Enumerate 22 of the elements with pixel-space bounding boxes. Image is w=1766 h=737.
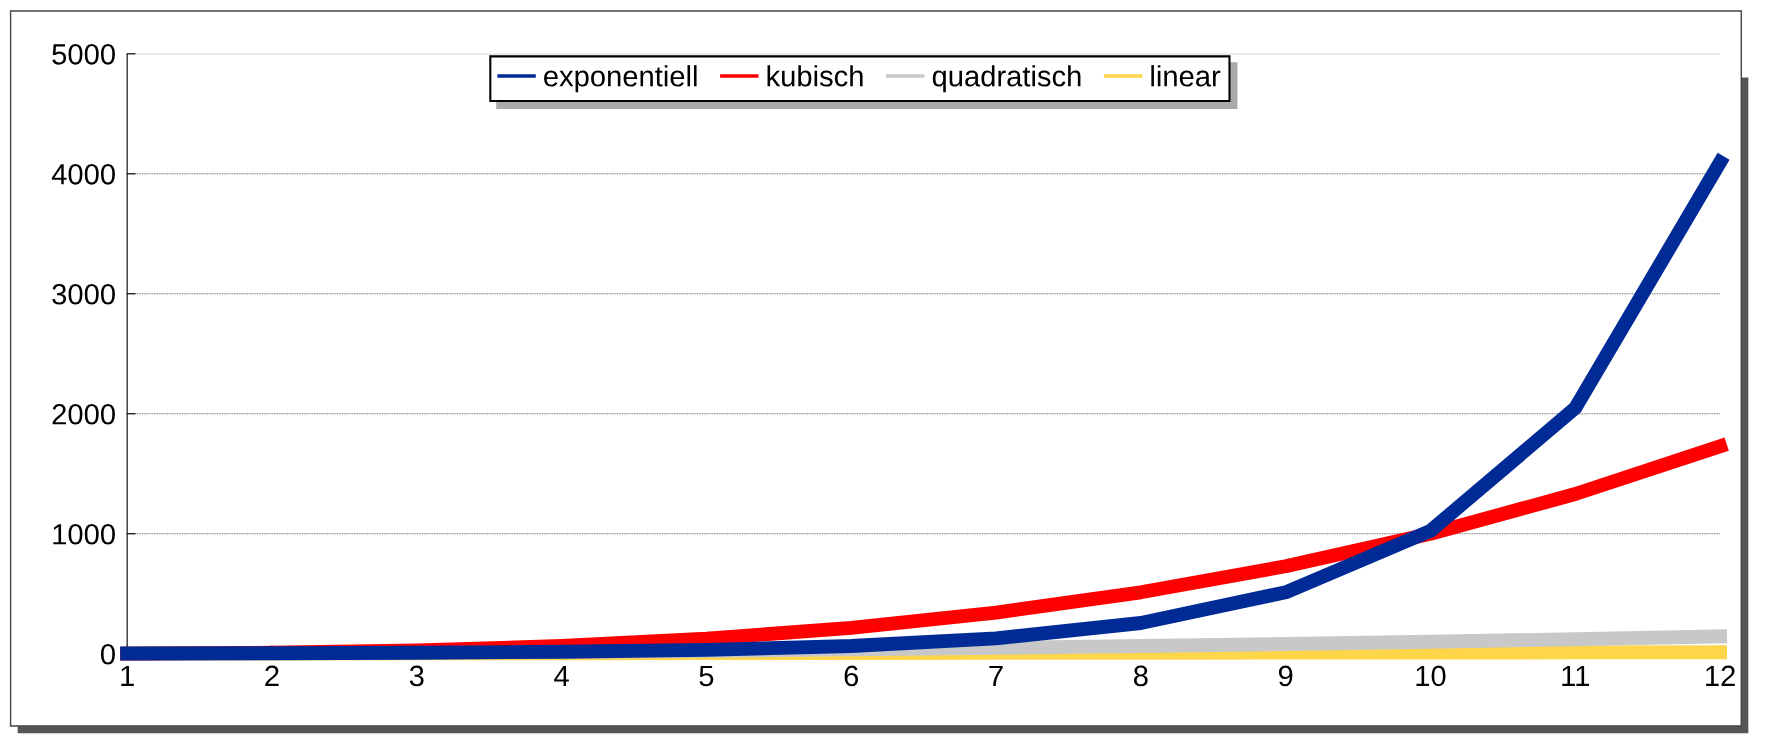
legend-label: kubisch bbox=[767, 65, 863, 87]
x-tick-label: 6 bbox=[844, 665, 859, 687]
y-tick-label: 5000 bbox=[52, 44, 115, 65]
y-tick-label: 4000 bbox=[51, 163, 115, 185]
legend-label: linear bbox=[1151, 65, 1221, 87]
y-tick-label: 2000 bbox=[52, 403, 115, 425]
x-tick-label: 9 bbox=[1278, 665, 1293, 687]
x-tick-label: 2 bbox=[265, 665, 279, 686]
legend-label: quadratisch bbox=[932, 65, 1081, 93]
x-tick-label: 5 bbox=[699, 665, 714, 687]
legend-label: exponentiell bbox=[544, 65, 697, 93]
x-tick-label: 1 bbox=[121, 665, 134, 686]
y-tick-label: 0 bbox=[100, 643, 115, 665]
y-tick-label: 1000 bbox=[53, 523, 115, 545]
x-tick-label: 7 bbox=[989, 665, 1003, 686]
x-tick-label: 12 bbox=[1706, 665, 1735, 686]
x-tick-label: 3 bbox=[409, 665, 424, 687]
y-tick-label: 3000 bbox=[52, 283, 115, 305]
x-tick-label: 11 bbox=[1562, 665, 1589, 686]
x-tick-label: 8 bbox=[1133, 665, 1148, 687]
x-tick-label: 4 bbox=[554, 665, 569, 686]
x-tick-label: 10 bbox=[1416, 665, 1446, 687]
